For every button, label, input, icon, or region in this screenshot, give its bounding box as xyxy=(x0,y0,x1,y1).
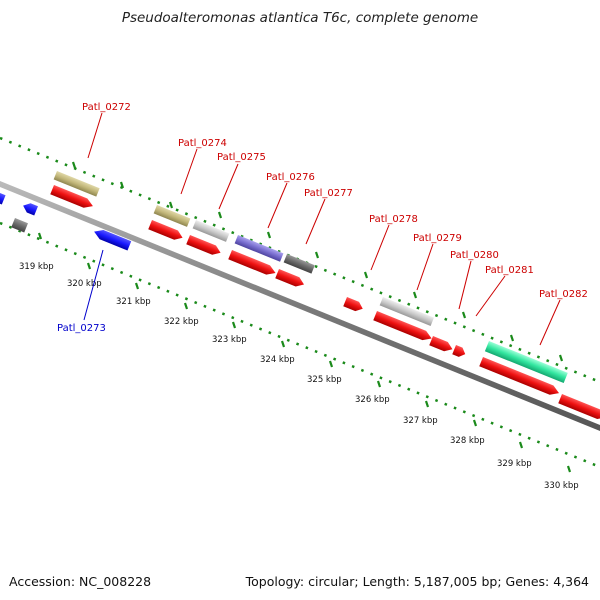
gene-arrow-forward[interactable] xyxy=(452,345,467,359)
feature-block-light-gray[interactable] xyxy=(379,297,434,326)
outer-tick xyxy=(71,161,77,169)
outer-major-ticks xyxy=(71,161,564,362)
gene-arrow-reverse[interactable] xyxy=(92,227,132,251)
feature-block-sea-green[interactable] xyxy=(484,341,568,384)
leader-line xyxy=(458,260,472,310)
outer-tick xyxy=(217,211,223,219)
outer-tick xyxy=(461,311,467,319)
label-leaders xyxy=(83,112,561,346)
inner-tick xyxy=(37,232,43,240)
gene-label[interactable]: Patl_0282 xyxy=(539,289,588,300)
scale-label: 320 kbp xyxy=(67,279,102,289)
gene-label[interactable]: Patl_0281 xyxy=(485,265,534,276)
outer-tick xyxy=(168,201,174,209)
gene-arrow-forward[interactable] xyxy=(275,269,306,289)
gene-label[interactable]: Patl_0279 xyxy=(413,233,462,244)
scale-label: 319 kbp xyxy=(19,262,54,272)
outer-tick xyxy=(314,251,320,259)
scale-label: 330 kbp xyxy=(544,481,579,491)
inner-tick xyxy=(134,282,140,290)
inner-tick xyxy=(328,360,334,368)
gene-arrow-reverse[interactable] xyxy=(21,201,38,216)
gene-label[interactable]: Patl_0274 xyxy=(178,138,227,149)
inner-tick xyxy=(566,465,572,473)
leader-line xyxy=(218,163,239,210)
leader-line xyxy=(267,182,288,229)
leader-line xyxy=(416,243,434,291)
scale-label: 324 kbp xyxy=(260,355,295,365)
features xyxy=(0,171,600,422)
scale-label: 327 kbp xyxy=(403,416,438,426)
feature-block-light-gray[interactable] xyxy=(192,220,230,242)
outer-tick xyxy=(558,354,564,362)
outer-tick xyxy=(266,231,272,239)
scale-label: 328 kbp xyxy=(450,436,485,446)
inner-tick xyxy=(472,419,478,427)
gene-arrow-forward[interactable] xyxy=(50,185,95,211)
gene-arrow-forward[interactable] xyxy=(228,250,277,278)
inner-major-ticks xyxy=(37,232,572,473)
scale-label: 323 kbp xyxy=(212,335,247,345)
scale-label: 322 kbp xyxy=(164,317,199,327)
gene-label[interactable]: Patl_0273 xyxy=(57,323,106,334)
outer-tick xyxy=(509,334,515,342)
gene-arrow-forward[interactable] xyxy=(373,311,433,343)
outer-tick xyxy=(412,291,418,299)
gene-label[interactable]: Patl_0280 xyxy=(450,250,499,261)
scale-label: 321 kbp xyxy=(116,297,151,307)
scale-label: 329 kbp xyxy=(497,459,532,469)
feature-block-purple[interactable] xyxy=(234,235,284,262)
leader-line xyxy=(87,112,103,159)
gene-arrow-forward[interactable] xyxy=(343,297,364,313)
leader-line xyxy=(180,148,198,195)
inner-tick xyxy=(376,380,382,388)
feature-block-dark-gray[interactable] xyxy=(11,218,28,233)
leader-line xyxy=(305,198,326,245)
genome-backbone xyxy=(0,181,600,431)
inner-tick xyxy=(518,441,524,449)
leader-line xyxy=(83,249,104,321)
gene-arrow-forward[interactable] xyxy=(429,336,454,354)
gene-label[interactable]: Patl_0275 xyxy=(217,152,266,163)
feature-block-khaki[interactable] xyxy=(153,205,191,227)
leader-line xyxy=(539,299,561,346)
feature-block-dark-gray[interactable] xyxy=(283,254,315,274)
scale-label: 325 kbp xyxy=(307,375,342,385)
inner-tick xyxy=(280,340,286,348)
inner-tick xyxy=(183,302,189,310)
feature-block-khaki[interactable] xyxy=(53,171,100,197)
accession-label: Accession: NC_008228 xyxy=(9,574,152,589)
gene-label[interactable]: Patl_0278 xyxy=(369,214,418,225)
leader-line xyxy=(370,224,390,271)
inner-tick xyxy=(231,321,237,329)
gene-arrow-forward[interactable] xyxy=(479,357,561,398)
topology-label: Topology: circular; Length: 5,187,005 bp… xyxy=(245,574,589,589)
gene-label[interactable]: Patl_0272 xyxy=(82,102,131,113)
genome-title: Pseudoalteromonas atlantica T6c, complet… xyxy=(121,10,479,26)
outer-tick xyxy=(119,181,125,189)
gene-label[interactable]: Patl_0277 xyxy=(304,188,353,199)
gene-arrow-forward[interactable] xyxy=(148,220,184,242)
inner-tick xyxy=(424,400,430,408)
gene-label[interactable]: Patl_0276 xyxy=(266,172,315,183)
leader-line xyxy=(475,275,506,317)
gene-arrow-forward[interactable] xyxy=(558,394,600,422)
inner-tick xyxy=(86,262,92,270)
outer-tick xyxy=(363,271,369,279)
gene-arrow-reverse[interactable] xyxy=(0,193,6,205)
scale-label: 326 kbp xyxy=(355,395,390,405)
gene-arrow-forward[interactable] xyxy=(186,235,222,257)
